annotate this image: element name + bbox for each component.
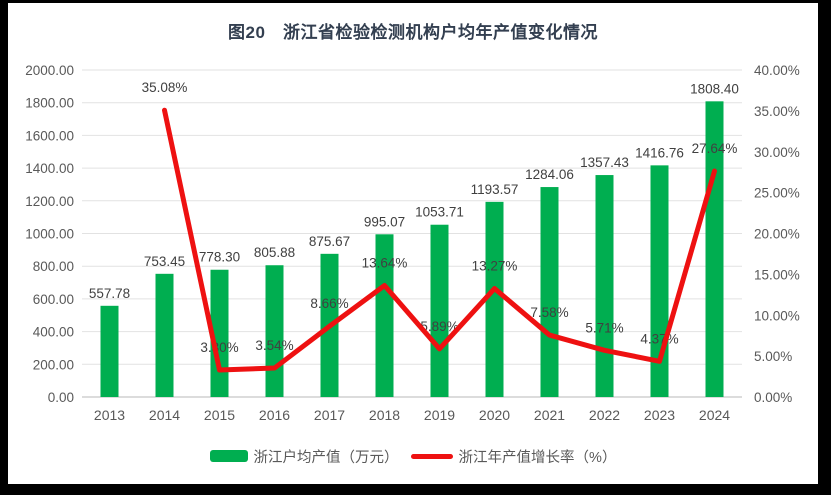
bar-2013 [100,305,119,397]
right-axis-tick-label: 30.00% [754,145,800,160]
left-axis-tick-label: 200.00 [33,357,74,372]
right-axis-tick-label: 20.00% [754,227,800,242]
left-axis-tick-label: 0.00 [48,390,74,405]
legend-item-line-series: 浙江年产值增长率（%） [410,446,617,467]
x-axis-label-2022: 2022 [589,407,620,423]
x-axis-label-2016: 2016 [259,407,290,423]
growth-label-2019: 5.89% [420,319,458,334]
bar-2019 [430,224,449,397]
bar-value-label-2018: 995.07 [364,214,405,229]
bar-value-label-2020: 1193.57 [471,182,519,197]
bar-value-label-2022: 1357.43 [580,155,629,170]
growth-label-2018: 13.64% [362,255,408,270]
bar-2018 [375,234,394,397]
left-axis-tick-label: 1800.00 [25,96,74,111]
left-axis-tick-label: 1200.00 [25,194,74,209]
legend-bar-swatch [209,450,248,462]
x-axis-label-2017: 2017 [314,407,345,423]
x-axis-label-2020: 2020 [479,407,510,423]
bar-2021 [540,187,559,397]
right-axis-tick-label: 10.00% [754,308,800,323]
growth-label-2021: 7.58% [530,305,568,320]
legend-line-label: 浙江年产值增长率（%） [458,449,617,466]
right-axis-tick-label: 40.00% [754,63,800,78]
growth-label-2024: 27.64% [692,141,738,156]
growth-label-2014: 35.08% [142,80,188,95]
left-axis-tick-label: 400.00 [33,325,74,340]
growth-label-2015: 3.30% [200,340,238,355]
left-axis-tick-label: 1000.00 [25,227,74,242]
left-axis-tick-label: 1600.00 [25,128,74,143]
right-axis-tick-label: 5.00% [754,349,792,364]
x-axis-label-2021: 2021 [534,407,565,423]
x-axis-label-2015: 2015 [204,407,235,423]
left-axis-tick-label: 2000.00 [25,63,74,78]
legend-bar-label: 浙江户均产值（万元） [253,449,399,466]
growth-label-2022: 5.71% [585,320,623,335]
bar-2024 [705,101,724,397]
bar-value-label-2017: 875.67 [309,234,350,249]
right-axis-tick-label: 0.00% [754,390,792,405]
bar-2016 [265,265,284,397]
right-axis-tick-label: 25.00% [754,186,800,201]
x-axis-label-2023: 2023 [644,407,675,423]
left-axis-tick-label: 800.00 [33,259,74,274]
bar-value-label-2015: 778.30 [199,250,240,265]
growth-label-2020: 13.27% [472,259,518,274]
bar-value-label-2016: 805.88 [254,245,295,260]
chart-surface: 图20 浙江省检验检测机构户均年产值变化情况 2000.00 1800.00 160… [8,3,818,484]
bar-2020 [485,201,504,397]
chart-canvas: 2000.00 1800.00 1600.00 1400.00 1200.00 1000.… [25,63,800,423]
growth-label-2023: 4.37% [640,331,678,346]
x-axis-label-2019: 2019 [424,407,455,423]
x-axis-label-2013: 2013 [94,407,125,423]
bar-2014 [155,273,174,397]
legend-line-swatch [410,453,453,459]
bar-value-label-2023: 1416.76 [635,145,684,160]
chart-title: 图20 浙江省检验检测机构户均年产值变化情况 [228,23,598,42]
bar-value-label-2024: 1808.40 [690,81,739,96]
growth-label-2017: 8.66% [310,296,348,311]
legend: 浙江户均产值（万元） 浙江年产值增长率（%） [8,446,818,467]
growth-rate-line [162,107,717,373]
bar-value-label-2014: 753.45 [144,254,185,269]
x-axis-label-2024: 2024 [699,407,730,423]
legend-item-bar-series: 浙江户均产值（万元） [209,446,399,467]
growth-label-2016: 3.54% [255,338,293,353]
bar-value-label-2021: 1284.06 [525,167,574,182]
bar-value-label-2013: 557.78 [89,286,130,301]
bar-2022 [595,175,614,397]
x-axis-label-2018: 2018 [369,407,400,423]
right-axis-tick-label: 15.00% [754,267,800,282]
right-axis-tick-label: 35.00% [754,104,800,119]
bar-value-label-2019: 1053.71 [415,205,464,220]
left-axis-tick-label: 600.00 [33,292,74,307]
bar-2015 [210,269,229,397]
x-axis-label-2014: 2014 [149,407,180,423]
left-axis-tick-label: 1400.00 [25,161,74,176]
